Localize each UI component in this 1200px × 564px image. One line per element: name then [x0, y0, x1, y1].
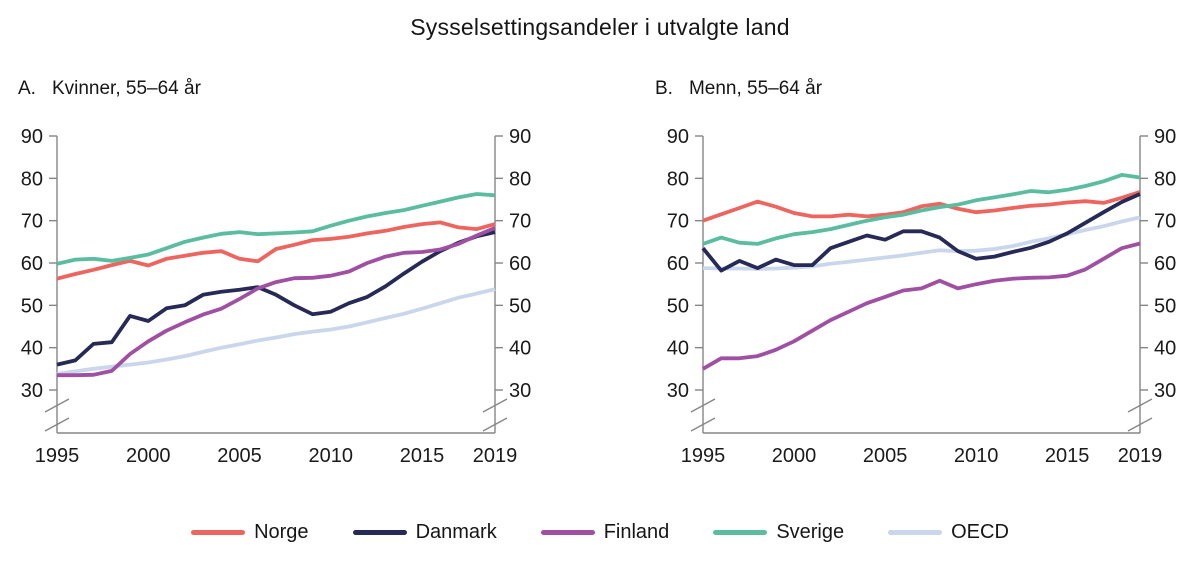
- panel-a-y-tick-label: 90: [509, 126, 531, 148]
- panel-a-x-tick-label: 1995: [35, 445, 80, 467]
- panel-b-y-tick-label: 60: [667, 253, 689, 275]
- panel-a-y-tick-label: 70: [509, 211, 531, 233]
- panel-b-y-tick-label: 80: [667, 168, 689, 190]
- panel-a-axis-break: [44, 398, 70, 413]
- panel-b-x-tick-label: 2005: [863, 445, 908, 467]
- panel-b-axis-break: [690, 417, 716, 432]
- panel-a-y-tick-label: 30: [509, 380, 531, 402]
- legend-item-sverige: Sverige: [713, 521, 844, 544]
- panel-a-x-tick-label: 2010: [309, 445, 354, 467]
- panel-a-x-tick-label: 2005: [217, 445, 262, 467]
- panel-a-y-tick-label: 80: [509, 168, 531, 190]
- oecd-line-swatch: [888, 530, 943, 535]
- figure-title: Sysselsettingsandeler i utvalgte land: [410, 14, 790, 40]
- panel-b-label: B. Menn, 55–64 år: [655, 78, 822, 100]
- panel-b-subtitle: Menn, 55–64 år: [688, 78, 823, 99]
- panel-a-letter: A.: [18, 78, 36, 99]
- legend-label-danmark: Danmark: [415, 521, 497, 543]
- panel-a-series-line-sverige: [56, 192, 496, 266]
- panel-b-letter: B.: [655, 78, 673, 99]
- panel-a-y-tick-label: 40: [509, 338, 531, 360]
- panel-b-x-tick-label: 2000: [772, 445, 817, 467]
- panel-b-y-tick-label: 30: [667, 380, 689, 402]
- panel-b-y-tick-label: 50: [1154, 295, 1176, 317]
- norge-line-swatch: [191, 530, 246, 535]
- legend-label-norge: Norge: [254, 521, 309, 543]
- panel-a-y-tick-label: 50: [21, 295, 43, 317]
- panel-b-y-tick-label: 90: [1154, 126, 1176, 148]
- panel-a-y-tick-label: 60: [21, 253, 43, 275]
- panel-b-axis-break: [1127, 417, 1153, 432]
- legend-item-oecd: OECD: [888, 521, 1009, 544]
- panel-a-x-tick-label: 2015: [400, 445, 445, 467]
- panel-b-y-tick-label: 60: [1154, 253, 1176, 275]
- panel-b-y-tick-label: 90: [667, 126, 689, 148]
- legend-item-danmark: Danmark: [352, 521, 497, 544]
- panel-b-y-tick-label: 30: [1154, 380, 1176, 402]
- legend-item-finland: Finland: [540, 521, 670, 544]
- legend-label-finland: Finland: [603, 521, 670, 543]
- panel-a-y-tick-label: 40: [21, 338, 43, 360]
- panel-a-series-line-oecd: [56, 287, 496, 376]
- panel-a-axis-break: [44, 417, 70, 432]
- danmark-line-swatch: [352, 530, 407, 535]
- panel-a-series-line-danmark: [56, 230, 496, 367]
- legend-item-norge: Norge: [191, 521, 309, 544]
- sverige-line-swatch: [713, 530, 768, 535]
- panel-b-x-tick-label: 2015: [1045, 445, 1090, 467]
- panel-a-x-tick-label: 2000: [126, 445, 171, 467]
- charts-canvas: 90 90 80 80 70 70 60 60 50 50 40 40 30 30 1995 2000 2005…: [21, 126, 1177, 467]
- panel-b-y-tick-label: 50: [667, 295, 689, 317]
- finland-line-swatch: [540, 530, 595, 535]
- panel-b-y-tick-label: 70: [1154, 211, 1176, 233]
- panel-a-y-tick-label: 90: [21, 126, 43, 148]
- panel-b-series-line-finland: [702, 241, 1141, 371]
- panel-a-subtitle: Kvinner, 55–64 år: [51, 78, 201, 99]
- panel-b-series-line-norge: [702, 190, 1141, 223]
- panel-b-axis-break: [1127, 398, 1153, 413]
- panel-a-y-tick-label: 70: [21, 211, 43, 233]
- panel-b-x-tick-label: 2019: [1118, 445, 1163, 467]
- panel-b-y-tick-label: 40: [667, 338, 689, 360]
- panel-a-y-tick-label: 30: [21, 380, 43, 402]
- panel-a-series-line-norge: [56, 220, 496, 281]
- legend: Norge Danmark Finland Sverige OECD: [0, 521, 1200, 544]
- panel-b-series-line-sverige: [702, 172, 1141, 246]
- panel-a-label: A. Kvinner, 55–64 år: [18, 78, 201, 100]
- panel-b-y-tick-label: 70: [667, 211, 689, 233]
- panel-a-x-tick-label: 2019: [473, 445, 518, 467]
- panel-b-x-tick-label: 2010: [954, 445, 999, 467]
- panel-a-series-line-finland: [57, 226, 496, 378]
- panel-b-y-tick-label: 80: [1154, 168, 1176, 190]
- panel-a-y-tick-label: 60: [509, 253, 531, 275]
- panel-b-axis-break: [690, 398, 716, 413]
- legend-label-oecd: OECD: [951, 521, 1009, 543]
- panel-a-y-tick-label: 80: [21, 168, 43, 190]
- panel-a-axis-break: [482, 398, 508, 413]
- legend-label-sverige: Sverige: [776, 521, 845, 543]
- panel-b-x-tick-label: 1995: [681, 445, 726, 467]
- panel-b-y-tick-label: 40: [1154, 338, 1176, 360]
- panel-a-axis-break: [482, 417, 508, 432]
- panel-a-y-tick-label: 50: [509, 295, 531, 317]
- panel-b-series-line-danmark: [701, 192, 1141, 273]
